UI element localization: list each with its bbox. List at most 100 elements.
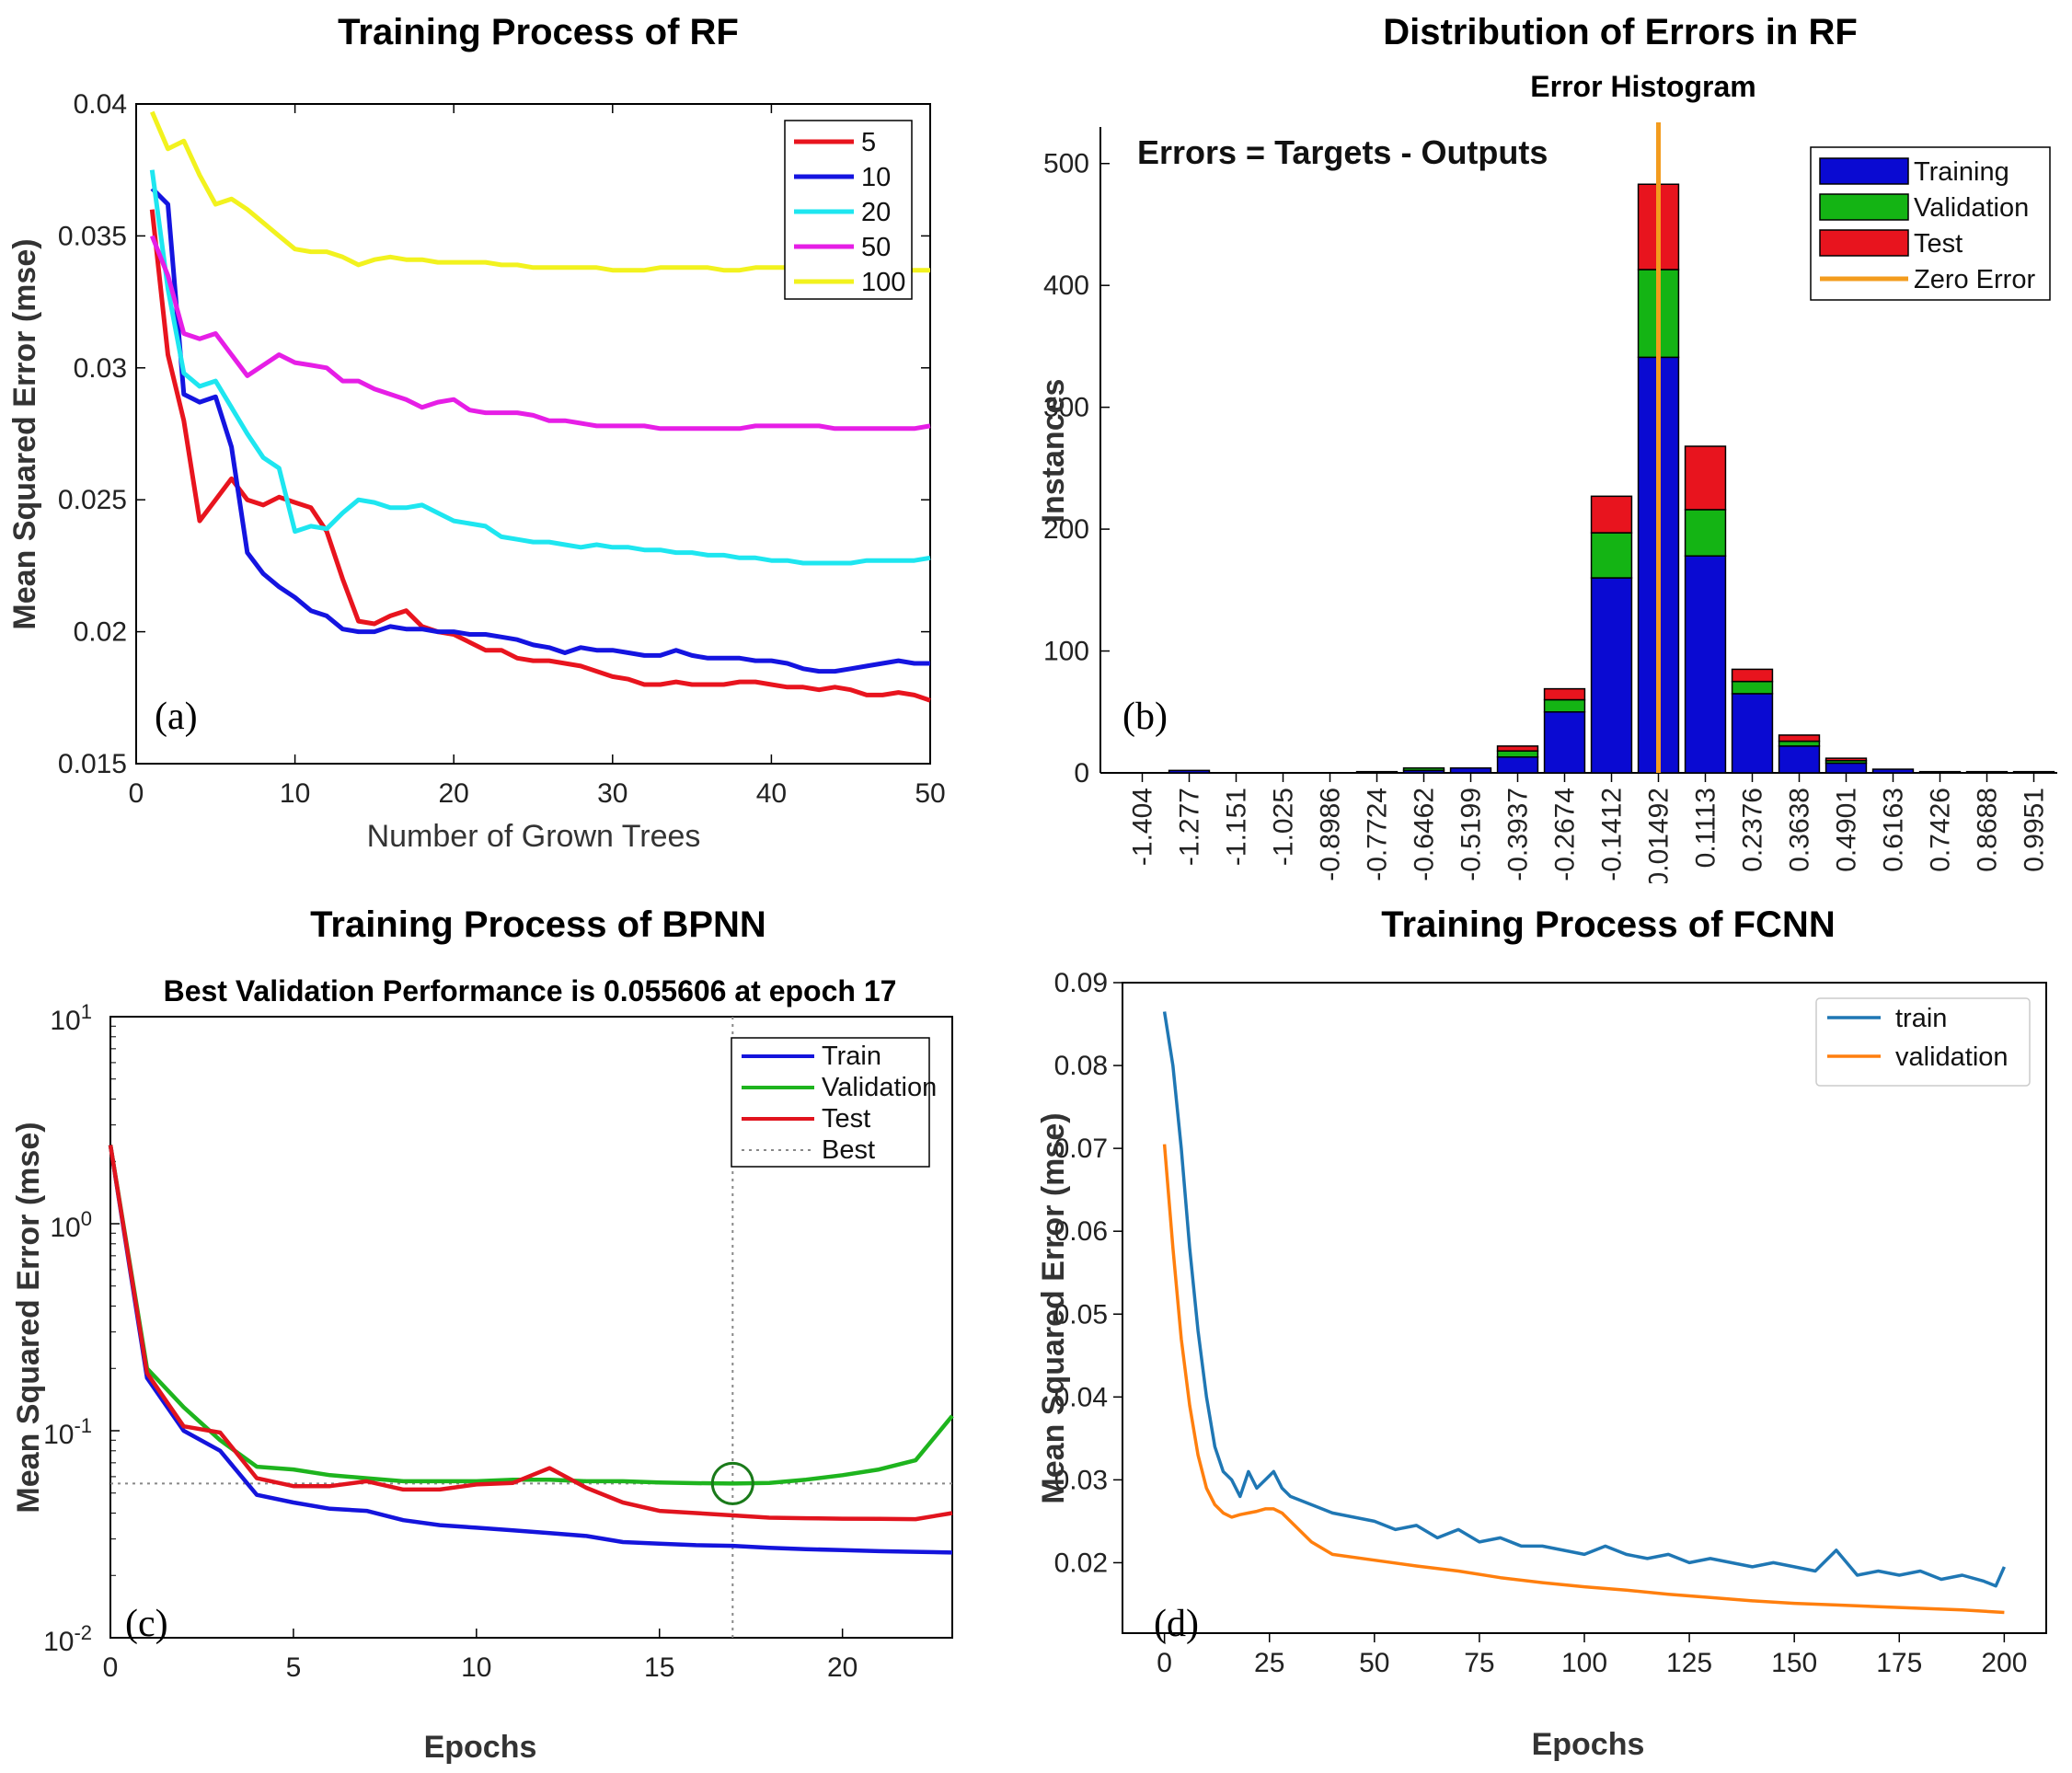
- panel-c-series-validation: [108, 1145, 954, 1486]
- panel-c-legend-label: Test: [822, 1104, 870, 1134]
- panel-c-xtick-label: 10: [461, 1652, 491, 1683]
- panel-b-xtick-label: -0.1412: [1597, 788, 1628, 881]
- panel-a-xtick-label: 20: [439, 778, 469, 809]
- panel-a-xtick-label: 30: [597, 778, 627, 809]
- panel-b-xtick-label: -1.404: [1128, 788, 1158, 866]
- panel-b-bar-training: [1543, 711, 1586, 774]
- panel-b-xtick-label: 0.2376: [1738, 788, 1768, 872]
- panel-b-legend-label: Training: [1914, 157, 2009, 187]
- panel-c-ytick-label: 100: [50, 1207, 92, 1243]
- panel-c-legend-label: Train: [822, 1042, 881, 1071]
- panel-d-xlabel: Epochs: [1532, 1727, 1645, 1762]
- panel-d-xtick-label: 175: [1876, 1648, 1922, 1678]
- panel-a-tag: (a): [155, 696, 198, 738]
- panel-b-bar-validation: [1778, 740, 1821, 747]
- panel-d-xtick-label: 50: [1359, 1648, 1389, 1678]
- panel-a-xlabel: Number of Grown Trees: [367, 819, 701, 854]
- panel-c-series-train: [108, 1145, 953, 1555]
- panel-d-ytick-label: 0.05: [1054, 1299, 1108, 1330]
- panel-b-bar-test: [1543, 687, 1586, 701]
- panel-b-tag: (b): [1122, 696, 1168, 738]
- panel-b-legend-swatch: [1819, 193, 1909, 221]
- panel-b-legend-swatch: [1819, 157, 1909, 185]
- panel-b-ytick-label: 500: [1043, 149, 1089, 179]
- panel-c-xtick-label: 15: [644, 1652, 674, 1683]
- panel-c-tag: (c): [125, 1603, 168, 1645]
- panel-b-xtick-label: -0.5199: [1456, 788, 1487, 881]
- panel-b-legend-swatch: [1819, 229, 1909, 257]
- panel-a-ytick-label: 0.025: [58, 485, 127, 515]
- panel-b-bar-test: [1684, 445, 1727, 511]
- panel-a-ytick-label: 0.015: [58, 749, 127, 779]
- panel-b-annotation: Errors = Targets - Outputs: [1137, 133, 1548, 171]
- panel-a-ytick-label: 0.02: [74, 617, 127, 648]
- panel-b-bar-training: [1825, 762, 1868, 774]
- panel-c-chart: Training Process of BPNN Best Validation…: [11, 904, 954, 1765]
- panel-b-chart: Distribution of Errors in RF Error Histo…: [1036, 12, 2057, 883]
- panel-b-bar-training: [1590, 577, 1633, 774]
- panel-d-ytick-label: 0.03: [1054, 1465, 1108, 1495]
- panel-b-bar-training: [1496, 756, 1539, 774]
- panel-b-bar-training: [1778, 745, 1821, 774]
- panel-d-series-validation: [1162, 1144, 2005, 1615]
- panel-b-legend-label: Zero Error: [1914, 265, 2035, 294]
- panel-c-ytick-label: 10-2: [43, 1621, 92, 1657]
- panel-b-xtick-label: -0.6462: [1410, 788, 1440, 881]
- panel-a-ytick-label: 0.04: [74, 89, 127, 120]
- panel-b-bar-test: [1496, 745, 1539, 752]
- panel-b-xtick-label: 0.8688: [1973, 788, 2003, 872]
- panel-b-bar-test: [1731, 668, 1774, 683]
- panel-a-chart: Training Process of RF 0 10 20 30 40 50 0.015 0…: [7, 12, 946, 854]
- best-marker: [710, 1461, 754, 1505]
- panel-b-ytick-label: 100: [1043, 637, 1089, 667]
- panel-d-ytick-label: 0.07: [1054, 1134, 1108, 1164]
- panel-b-ytick-label: 0: [1074, 758, 1089, 789]
- panel-d-legend-label: train: [1895, 1004, 1947, 1033]
- panel-b-bar-training: [1918, 770, 1962, 774]
- panel-b-xtick-label: 0.4901: [1832, 788, 1862, 872]
- panel-b-xtick-label: -0.01492: [1644, 788, 1675, 883]
- panel-b-legend-label: Test: [1914, 229, 1963, 259]
- panel-d-legend: train validation: [1815, 997, 2031, 1087]
- panel-a-series-50: [149, 235, 931, 432]
- panel-a-legend-label: 5: [861, 128, 876, 157]
- panel-a-ylabel: Mean Squared Error (mse): [7, 238, 42, 629]
- panel-d-legend-label: validation: [1895, 1042, 2009, 1072]
- panel-c-xtick-label: 5: [286, 1652, 302, 1683]
- panel-b-legend-label: Validation: [1914, 193, 2029, 223]
- panel-b-bar-training: [1168, 769, 1211, 774]
- panel-b-xtick-label: 0.9951: [2020, 788, 2050, 872]
- panel-d-xtick-label: 75: [1464, 1648, 1494, 1678]
- panel-b-bar-validation: [1402, 766, 1445, 772]
- panel-b-bar-validation: [1731, 680, 1774, 695]
- panel-b-bar-validation: [1684, 509, 1727, 557]
- panel-d-ytick-label: 0.02: [1054, 1548, 1108, 1578]
- panel-d-xtick-label: 0: [1157, 1648, 1172, 1678]
- panel-a-legend-label: 10: [861, 163, 891, 192]
- panel-c-ytick-label: 101: [50, 1000, 92, 1036]
- panel-c-xlabel: Epochs: [424, 1730, 537, 1765]
- panel-a-ytick-label: 0.03: [74, 353, 127, 384]
- panel-b-bar-training: [1871, 768, 1915, 774]
- panel-b-bar-test: [1778, 734, 1821, 743]
- panel-d-ytick-label: 0.04: [1054, 1382, 1108, 1412]
- panel-b-bar-training: [1965, 770, 2009, 774]
- panel-a-series-10: [150, 187, 930, 674]
- panel-d-ylabel: Mean Squared Error (mse): [1036, 1112, 1071, 1503]
- panel-b-bar-training: [1355, 770, 1399, 774]
- panel-a-xtick-label: 0: [129, 778, 144, 809]
- panel-a-legend-label: 50: [861, 233, 891, 262]
- panel-b-xtick-label: 0.3638: [1785, 788, 1815, 872]
- panel-c-xtick-label: 0: [103, 1652, 119, 1683]
- panel-b-legend: Training Validation Test Zero Error: [1810, 146, 2051, 301]
- panel-b-xtick-label: -0.7724: [1363, 788, 1393, 881]
- panel-c-ytick-label: 10-1: [43, 1414, 92, 1450]
- panel-a-xtick-label: 10: [280, 778, 310, 809]
- panel-b-ytick-label: 400: [1043, 271, 1089, 301]
- panel-b-xtick-label: 0.1113: [1691, 788, 1721, 868]
- panel-d-tag: (d): [1154, 1603, 1199, 1645]
- panel-a-xtick-label: 40: [756, 778, 787, 809]
- panel-c-subtitle: Best Validation Performance is 0.055606 …: [164, 974, 897, 1007]
- panel-d-plot-area: [1122, 982, 2047, 1634]
